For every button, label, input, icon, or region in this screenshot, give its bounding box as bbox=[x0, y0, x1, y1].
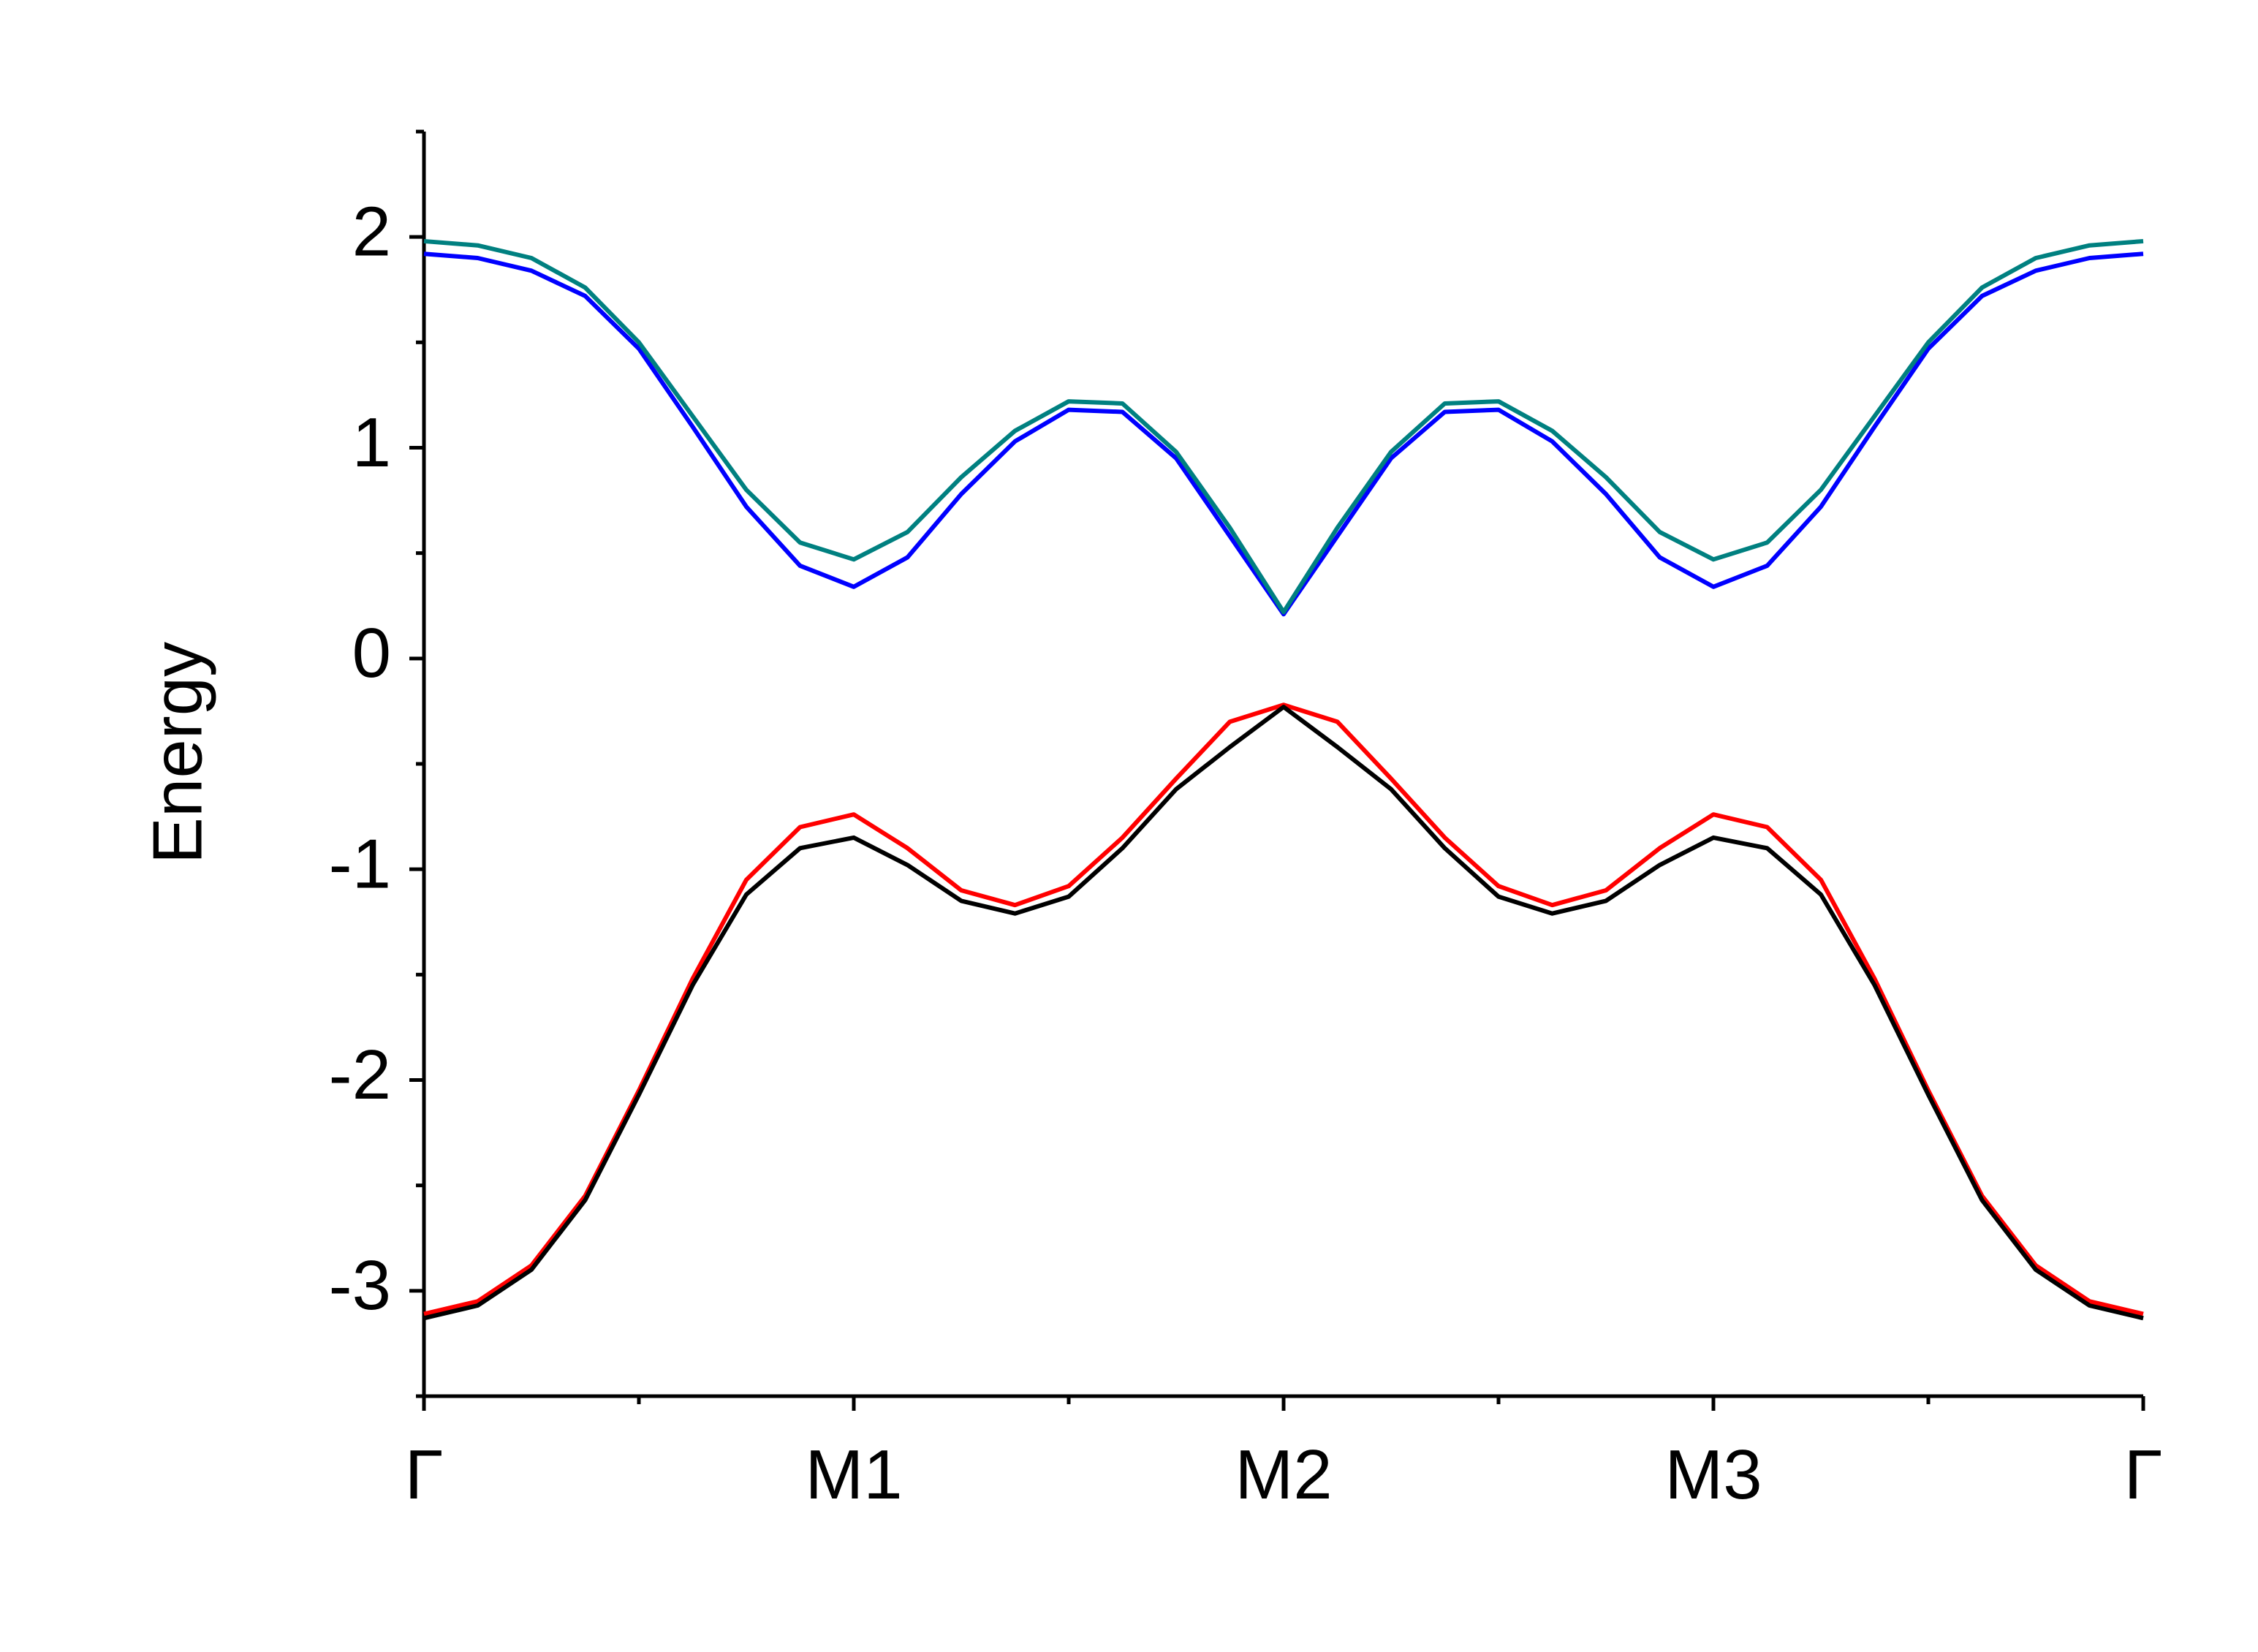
x-tick-label: M2 bbox=[1235, 1436, 1332, 1514]
band-line bbox=[423, 238, 2144, 615]
y-tick-label: -2 bbox=[329, 1036, 391, 1114]
y-axis-label: Energy bbox=[138, 642, 216, 864]
y-tick-label: -1 bbox=[329, 825, 391, 903]
x-tick-label: Γ bbox=[2124, 1436, 2163, 1514]
x-tick-label: M1 bbox=[805, 1436, 902, 1514]
y-tick-label: 0 bbox=[352, 614, 391, 692]
y-tick-label: -3 bbox=[329, 1246, 391, 1325]
x-tick-label: Γ bbox=[405, 1436, 444, 1514]
x-tick-label: M3 bbox=[1664, 1436, 1762, 1514]
band-line bbox=[423, 705, 2144, 1321]
y-tick-label: 1 bbox=[352, 403, 391, 482]
y-tick-label: 2 bbox=[352, 193, 391, 271]
